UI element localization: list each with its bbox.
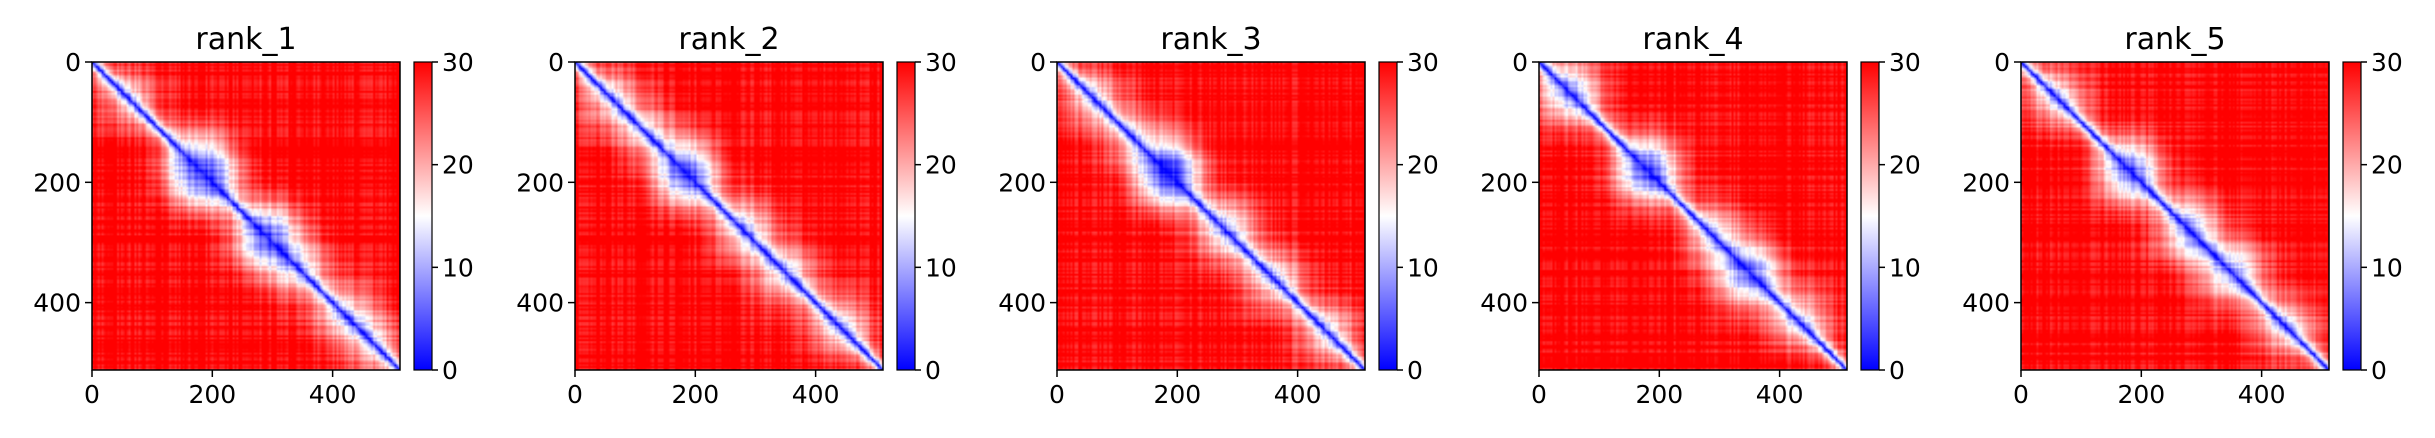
x-tick-label: 0 — [2013, 380, 2029, 409]
y-tick-label: 400 — [516, 289, 564, 318]
x-tick-label: 200 — [2117, 380, 2165, 409]
x-tick-label: 400 — [792, 380, 840, 409]
x-tick-label: 200 — [671, 380, 719, 409]
colorbar-tick-label: 30 — [1889, 48, 1921, 77]
colorbar — [1860, 61, 1880, 371]
colorbar-tick-label: 0 — [925, 356, 941, 385]
x-tick-label: 0 — [1531, 380, 1547, 409]
x-tick-label: 0 — [567, 380, 583, 409]
y-tick-label: 200 — [998, 168, 1046, 197]
colorbar-tick-label: 20 — [442, 151, 474, 180]
x-tick-label: 400 — [1756, 380, 1804, 409]
colorbar-tick-label: 30 — [2371, 48, 2403, 77]
heatmap-image — [2021, 62, 2329, 370]
y-tick-label: 400 — [1962, 289, 2010, 318]
panel-2: rank_2 0 200 400 0 200 400 0 10 20 30 — [516, 22, 957, 409]
colorbar-tick-label: 0 — [1407, 356, 1423, 385]
colorbar-tick-label: 10 — [442, 253, 474, 282]
colorbar-tick-label: 30 — [925, 48, 957, 77]
axes-frame — [574, 61, 884, 371]
y-tick-label: 400 — [1480, 289, 1528, 318]
panel-4: rank_4 0 200 400 0 200 400 0 10 20 30 — [1480, 22, 1921, 409]
panel-title: rank_3 — [1160, 22, 1261, 57]
heatmap-image — [1539, 62, 1847, 370]
x-tick-label: 0 — [1049, 380, 1065, 409]
colorbar-tick-label: 20 — [925, 151, 957, 180]
colorbar — [2342, 61, 2362, 371]
y-tick-label: 200 — [516, 168, 564, 197]
colorbar-tick-label: 30 — [1407, 48, 1439, 77]
heatmap-image — [1057, 62, 1365, 370]
axes-frame — [1538, 61, 1848, 371]
y-tick-label: 0 — [1030, 48, 1046, 77]
x-tick-label: 400 — [2238, 380, 2286, 409]
x-tick-label: 200 — [1153, 380, 1201, 409]
colorbar-tick-label: 30 — [442, 48, 474, 77]
colorbar-tick-label: 0 — [2371, 356, 2387, 385]
y-tick-label: 0 — [548, 48, 564, 77]
panel-title: rank_5 — [2124, 22, 2225, 57]
colorbar-tick-label: 20 — [1889, 151, 1921, 180]
colorbar — [413, 61, 433, 371]
heatmap-image — [92, 62, 400, 370]
colorbar-tick-label: 10 — [1889, 253, 1921, 282]
colorbar-tick-label: 10 — [925, 253, 957, 282]
panel-5: rank_5 0 200 400 0 200 400 0 10 20 30 — [1962, 22, 2403, 409]
y-tick-label: 0 — [1994, 48, 2010, 77]
panel-title: rank_2 — [678, 22, 779, 57]
colorbar-tick-label: 20 — [1407, 151, 1439, 180]
y-tick-label: 400 — [33, 289, 81, 318]
colorbar-tick-label: 10 — [1407, 253, 1439, 282]
axes-frame — [2020, 61, 2330, 371]
y-tick-label: 200 — [1962, 168, 2010, 197]
y-tick-label: 0 — [1512, 48, 1528, 77]
colorbar — [1378, 61, 1398, 371]
colorbar — [896, 61, 916, 371]
colorbar-tick-label: 10 — [2371, 253, 2403, 282]
panel-title: rank_1 — [195, 22, 296, 57]
x-tick-label: 0 — [84, 380, 100, 409]
colorbar-tick-label: 20 — [2371, 151, 2403, 180]
x-tick-label: 200 — [188, 380, 236, 409]
panel-title: rank_4 — [1642, 22, 1743, 57]
axes-frame — [91, 61, 401, 371]
x-tick-label: 400 — [1274, 380, 1322, 409]
y-tick-label: 400 — [998, 289, 1046, 318]
y-tick-label: 0 — [65, 48, 81, 77]
y-tick-label: 200 — [1480, 168, 1528, 197]
x-tick-label: 400 — [309, 380, 357, 409]
y-tick-label: 200 — [33, 168, 81, 197]
colorbar-tick-label: 0 — [442, 356, 458, 385]
colorbar-tick-label: 0 — [1889, 356, 1905, 385]
panel-1: rank_1 0 200 400 0 200 400 0 10 20 30 — [33, 22, 474, 409]
x-tick-label: 200 — [1635, 380, 1683, 409]
axes-frame — [1056, 61, 1366, 371]
panel-3: rank_3 0 200 400 0 200 400 0 10 20 30 — [998, 22, 1439, 409]
heatmap-image — [575, 62, 883, 370]
